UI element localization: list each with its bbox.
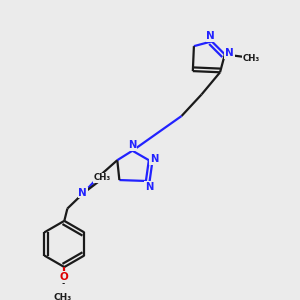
Text: N: N [78, 188, 87, 197]
Text: CH₃: CH₃ [243, 54, 260, 63]
Text: O: O [60, 272, 69, 282]
Text: N: N [128, 140, 136, 150]
Text: N: N [206, 31, 215, 41]
Text: N: N [225, 48, 234, 58]
Text: CH₃: CH₃ [54, 293, 72, 300]
Text: N: N [150, 154, 159, 164]
Text: N: N [145, 182, 153, 191]
Text: CH₃: CH₃ [93, 173, 110, 182]
